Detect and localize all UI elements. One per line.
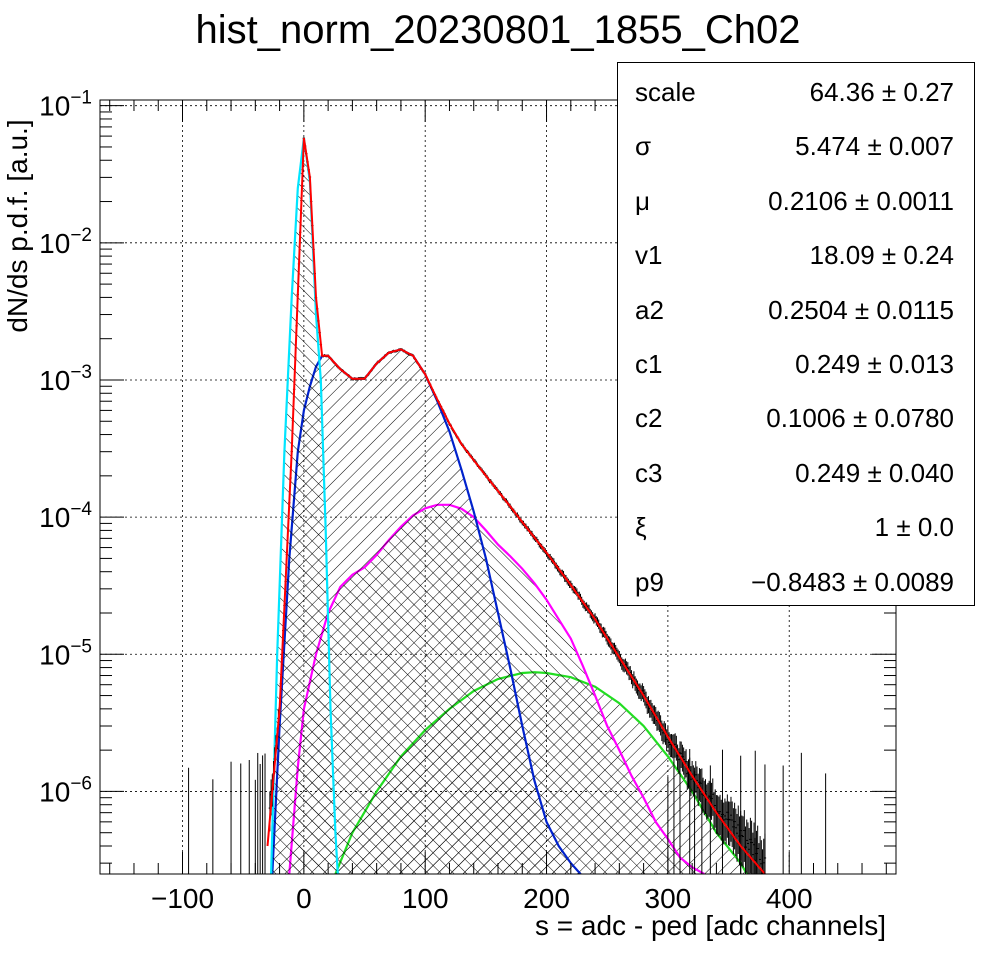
x-tick-label: 300	[645, 883, 692, 914]
stats-row: p9 −0.8483 ± 0.0089	[618, 567, 974, 621]
stats-param-value: 0.249 ± 0.013	[795, 349, 954, 379]
stats-row: σ 5.474 ± 0.007	[618, 131, 974, 185]
y-axis-label: dN/ds p.d.f. [a.u.]	[2, 119, 33, 333]
stats-param-value: 0.2106 ± 0.0011	[768, 185, 954, 216]
stats-param-name: σ	[635, 131, 652, 162]
total-fit-curve	[266, 137, 766, 874]
y-tick-label: 10−4	[39, 499, 92, 533]
x-axis-label: s = adc - ped [adc channels]	[535, 910, 886, 941]
stats-param-name: p9	[635, 566, 664, 597]
stats-row: c2 0.1006 ± 0.0780	[618, 403, 974, 457]
stats-param-value: 18.09 ± 0.24	[809, 240, 954, 271]
y-tick-label: 10−3	[39, 362, 92, 396]
stats-param-value: 0.249 ± 0.040	[795, 457, 954, 488]
stats-row: ξ 1 ± 0.0	[618, 512, 974, 566]
fit-stats-box: scale 64.36 ± 0.27 σ 5.474 ± 0.007 μ 0.2106 ±…	[617, 62, 975, 606]
stats-param-name: v1	[635, 240, 663, 271]
stats-param-name: scale	[635, 77, 696, 107]
stats-param-value: 1 ± 0.0	[874, 512, 954, 543]
stats-row: c3 0.249 ± 0.040	[618, 458, 974, 512]
y-tick-label: 10−5	[39, 636, 92, 670]
stats-param-name: μ	[635, 185, 650, 216]
stats-row: a2 0.2504 ± 0.0115	[618, 295, 974, 349]
stats-param-name: c2	[635, 403, 663, 434]
stats-row: v1 18.09 ± 0.24	[618, 240, 974, 294]
stats-param-value: 0.1006 ± 0.0780	[766, 403, 954, 434]
y-tick-label: 10−6	[39, 773, 92, 807]
series-3-fill	[272, 349, 581, 874]
y-tick-label: 10−1	[39, 88, 92, 122]
y-tick-label: 10−2	[39, 225, 92, 259]
stats-row: c1 0.249 ± 0.013	[618, 349, 974, 403]
stats-param-name: ξ	[635, 512, 647, 543]
x-tick-label: −100	[151, 883, 214, 914]
stats-param-name: c1	[635, 349, 663, 379]
chart-title: hist_norm_20230801_1855_Ch02	[195, 8, 801, 52]
stats-row: μ 0.2106 ± 0.0011	[618, 186, 974, 240]
stats-param-value: 5.474 ± 0.007	[795, 131, 954, 162]
x-tick-label: 200	[523, 883, 570, 914]
series-2-fill	[271, 138, 338, 874]
x-tick-label: 400	[766, 883, 813, 914]
stats-param-name: c3	[635, 457, 663, 488]
stats-param-value: 64.36 ± 0.27	[809, 77, 954, 107]
x-tick-label: 100	[402, 883, 449, 914]
stats-param-value: −0.8483 ± 0.0089	[751, 566, 954, 597]
stats-param-value: 0.2504 ± 0.0115	[768, 294, 954, 325]
stats-param-name: a2	[635, 294, 664, 325]
stats-row: scale 64.36 ± 0.27	[618, 77, 974, 131]
x-tick-label: 0	[296, 883, 312, 914]
